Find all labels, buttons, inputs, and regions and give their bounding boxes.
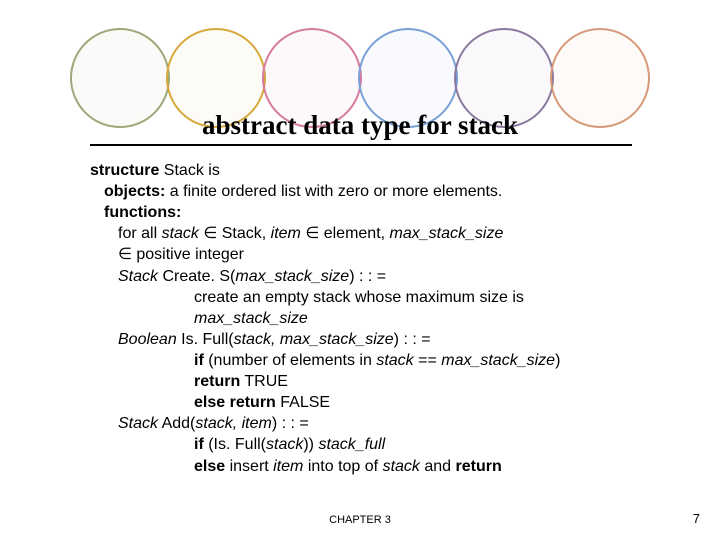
type: Stack [118, 415, 158, 432]
txt: ) : : = [272, 415, 309, 432]
txt: (Is. Full( [204, 436, 266, 453]
kw-return: return [194, 373, 240, 390]
type: Boolean [118, 331, 177, 348]
txt: Add( [158, 415, 195, 432]
page-number: 7 [693, 511, 700, 526]
var: item [273, 458, 303, 475]
txt: and [420, 458, 456, 475]
var: max_stack_size [441, 352, 555, 369]
var: stack [162, 225, 199, 242]
var: stack, item [195, 415, 271, 432]
txt: ∈ Stack, [199, 225, 271, 242]
txt: create an empty stack whose maximum size… [194, 289, 524, 306]
txt: TRUE [240, 373, 288, 390]
txt: )) [303, 436, 318, 453]
txt: insert [225, 458, 273, 475]
txt: Is. Full( [177, 331, 234, 348]
type: Stack [118, 268, 158, 285]
txt: == [414, 352, 442, 369]
txt: (number of elements in [204, 352, 377, 369]
txt: ) : : = [394, 331, 431, 348]
txt: Stack is [159, 162, 219, 179]
txt: ) : : = [349, 268, 386, 285]
slide-body: structure Stack is objects: a finite ord… [90, 160, 650, 477]
txt: for all [118, 225, 162, 242]
kw-objects: objects: [104, 183, 165, 200]
kw-else: else [194, 458, 225, 475]
title-underline [90, 144, 632, 146]
txt: ) [555, 352, 560, 369]
var: max_stack_size [390, 225, 504, 242]
txt: ∈ element, [301, 225, 390, 242]
var: stack_full [318, 436, 385, 453]
kw-functions: functions: [104, 204, 181, 221]
kw-if: if [194, 436, 204, 453]
txt: a finite ordered list with zero or more … [165, 183, 502, 200]
var: max_stack_size [194, 310, 308, 327]
kw-else-return: else return [194, 394, 276, 411]
var: stack, max_stack_size [234, 331, 394, 348]
footer-chapter: CHAPTER 3 [0, 514, 720, 526]
slide-title: abstract data type for stack [0, 110, 720, 141]
var: max_stack_size [235, 268, 349, 285]
kw-return: return [456, 458, 502, 475]
txt: into top of [303, 458, 382, 475]
txt: ∈ positive integer [118, 246, 244, 263]
txt: Create. S( [158, 268, 235, 285]
kw-structure: structure [90, 162, 159, 179]
var: stack [383, 458, 420, 475]
kw-if: if [194, 352, 204, 369]
txt: FALSE [276, 394, 330, 411]
var: stack [266, 436, 303, 453]
var: stack [376, 352, 413, 369]
var: item [271, 225, 301, 242]
